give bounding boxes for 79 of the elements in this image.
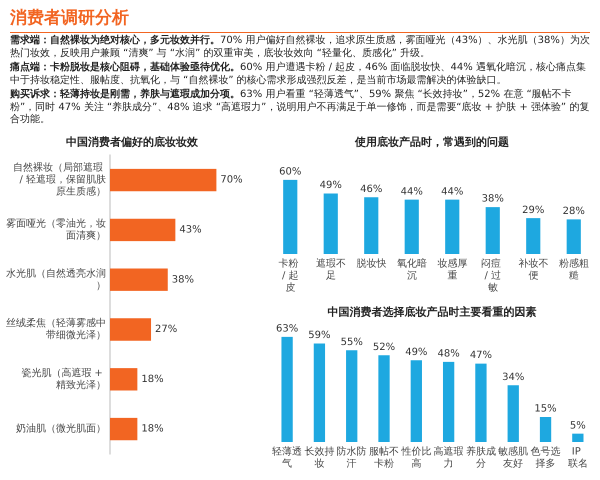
data-label: 46% [360, 184, 382, 195]
bar [110, 368, 138, 391]
y-tick-label: 奶油肌（微光肌面） [16, 422, 106, 435]
y-tick-label: 瓷光肌（高遮瑕 + 精致光泽） [21, 366, 106, 391]
data-label: 60% [279, 166, 302, 178]
chart-title: 中国消费者偏好的底妆妆效 [66, 135, 199, 148]
x-tick-label: 卡粉 / 起皮 [278, 258, 302, 294]
data-label: 55% [340, 336, 363, 348]
x-tick-label: 氧化暗沉 [396, 258, 427, 282]
bar [378, 355, 390, 442]
data-label: 29% [522, 204, 544, 216]
bar [364, 197, 378, 254]
data-label: 49% [320, 180, 342, 192]
bar [526, 218, 540, 254]
bar [442, 362, 454, 442]
data-label: 5% [570, 420, 586, 432]
y-tick-label: 雾面哑光（零油光，妆面清爽） [6, 217, 106, 242]
chart-title: 中国消费者选择底妆产品时主要看重的因素 [328, 305, 536, 318]
bar [410, 360, 422, 442]
x-tick-label: 服帖不卡粉 [369, 446, 400, 470]
x-tick-label: 敏感肌友好 [498, 446, 528, 470]
data-label: 34% [502, 372, 524, 383]
data-label: 18% [141, 424, 164, 435]
data-label: 47% [470, 350, 492, 362]
bar [281, 336, 293, 442]
data-label: 18% [141, 374, 164, 385]
y-tick-label: 丝绒柔焦（轻薄雾感中带细微光泽） [6, 317, 106, 342]
x-tick-label: 遮瑕不足 [316, 258, 346, 282]
text: 消费者调研分析 [10, 0, 590, 33]
bar [475, 364, 487, 442]
bar [486, 207, 500, 254]
bar [110, 318, 152, 341]
y-tick-label: 水光肌（自然透亮水润） [6, 267, 106, 292]
bar [110, 218, 176, 242]
data-label: 43% [179, 224, 202, 236]
data-label: 38% [482, 194, 504, 205]
y-tick-label: 自然裸妆（局部遮瑕 / 轻遮瑕，保留肌肤原生质感） [12, 162, 106, 198]
chart-title: 使用底妆产品时，常遇到的问题 [354, 135, 509, 148]
data-label: 63% [276, 323, 298, 334]
x-tick-label: 轻薄透气 [272, 446, 302, 470]
bar [540, 416, 552, 442]
x-tick-label: IP 联名 [568, 446, 588, 470]
bar [324, 193, 338, 254]
bar [572, 434, 584, 442]
bar [346, 350, 358, 442]
bar [110, 418, 138, 440]
bar [110, 168, 216, 192]
x-tick-label: 长效持妆 [304, 446, 334, 470]
text: 购买诉求：轻薄持妆是刚需，养肤与遮瑕成加分项。 [10, 89, 240, 100]
x-tick-label: 粉感粗糙 [558, 258, 589, 282]
bar [110, 268, 168, 291]
x-tick-label: 防水防汗 [336, 446, 367, 470]
x-tick-label: 脱妆快 [356, 258, 386, 270]
data-label: 15% [534, 404, 557, 415]
text: 痛点端：卡粉脱妆是核心阻碍，基础体验亟待优化。 [10, 62, 240, 73]
bar [314, 344, 326, 442]
x-tick-label: 闷痘 / 过敏 [481, 258, 504, 294]
x-tick-label: 高遮瑕力 [434, 446, 464, 470]
data-label: 28% [562, 206, 585, 218]
bar [566, 219, 581, 254]
x-tick-label: 养肤成分 [466, 446, 496, 470]
x-tick-label: 色号选择多 [530, 446, 561, 470]
x-tick-label: 补妆不便 [518, 258, 548, 282]
data-label: 48% [438, 348, 460, 360]
data-label: 49% [405, 346, 428, 358]
data-label: 38% [172, 274, 194, 286]
bar [445, 200, 460, 254]
text: 需求端：自然裸妆为绝对核心，多元妆效并行。 [10, 35, 220, 46]
x-tick-label: 性价比高 [400, 446, 432, 470]
data-label: 70% [220, 174, 243, 186]
data-label: 44% [441, 186, 464, 198]
bar [283, 180, 298, 254]
data-label: 52% [372, 342, 396, 353]
data-label: 44% [400, 186, 423, 198]
x-tick-label: 妆感厚重 [437, 258, 468, 282]
data-label: 27% [155, 324, 178, 336]
bar [404, 200, 419, 254]
data-label: 59% [308, 330, 331, 342]
bar [508, 385, 519, 442]
